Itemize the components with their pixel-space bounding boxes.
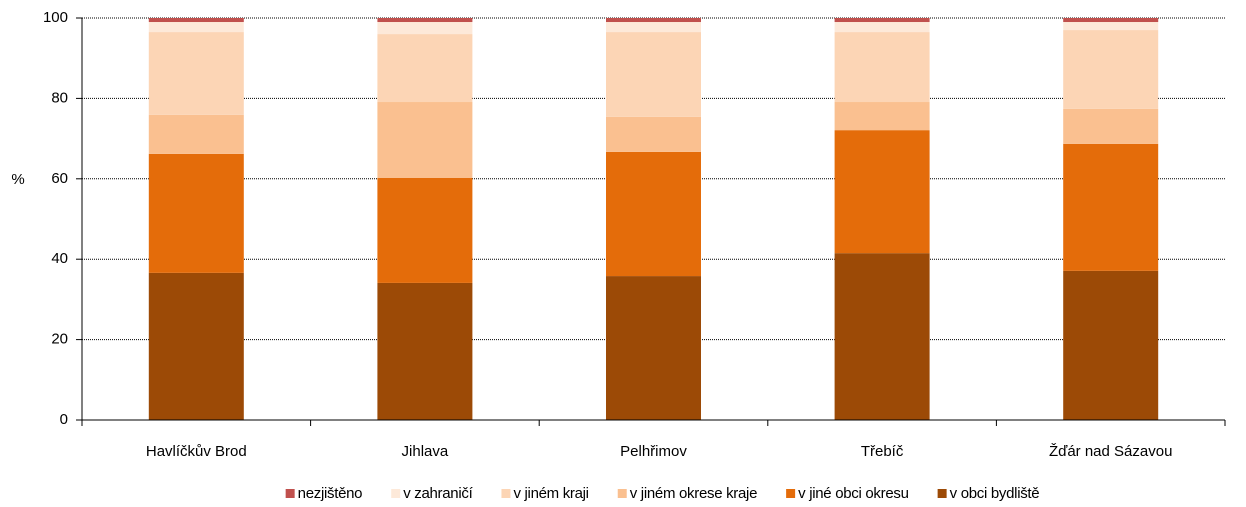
legend-label: nezjištěno [298, 485, 363, 502]
bar-segment [1063, 143, 1159, 271]
bar-segment [377, 282, 473, 420]
legend-swatch [617, 489, 627, 498]
y-tick-label: 80 [51, 89, 68, 106]
x-tick-label: Pelhřimov [620, 443, 687, 460]
x-tick-label: Žďár nad Sázavou [1049, 443, 1172, 460]
legend-label: v jiném kraji [513, 485, 588, 502]
bar-segment [148, 32, 244, 115]
x-tick-label: Jihlava [402, 443, 449, 460]
legend-swatch [501, 489, 511, 498]
legend-swatch [786, 489, 796, 498]
bar-segment [148, 18, 244, 23]
bar-segment [834, 130, 930, 254]
x-tick-label: Havlíčkův Brod [146, 443, 247, 460]
bar-segment [834, 102, 930, 131]
y-tick-label: 60 [51, 170, 68, 187]
bar-segment [148, 114, 244, 154]
bar-segment [377, 22, 473, 35]
bar-segment [1063, 18, 1159, 23]
legend-label: v obci bydliště [950, 485, 1040, 502]
bar-segment [377, 34, 473, 103]
bar-segment [834, 22, 930, 33]
legend-label: v jiné obci okresu [798, 485, 909, 502]
bar-segment [148, 272, 244, 420]
legend-swatch [937, 489, 947, 498]
bar-segment [606, 276, 701, 420]
bar-segment [834, 253, 930, 420]
legend-label: v jiném okrese kraje [630, 485, 757, 502]
bar-segment [1063, 108, 1159, 144]
legend-swatch [285, 489, 295, 498]
bar-segment [377, 177, 473, 283]
bar-segment [1063, 270, 1159, 420]
legend-label: v zahraničí [403, 485, 473, 502]
y-tick-label: 20 [51, 331, 68, 348]
bar-segment [606, 151, 701, 277]
bar-segment [834, 32, 930, 103]
bar-segment [834, 18, 930, 23]
y-tick-label: 40 [51, 250, 68, 267]
y-axis-label: % [11, 171, 24, 188]
bar-segment [377, 102, 473, 178]
bar-segment [1063, 22, 1159, 31]
bar-segment [148, 22, 244, 33]
bar-segment [606, 116, 701, 152]
bar-segment [148, 153, 244, 273]
bar-segment [377, 18, 473, 23]
x-tick-label: Třebíč [861, 443, 904, 460]
y-tick-label: 100 [43, 9, 68, 26]
bar-segment [606, 22, 701, 33]
legend-swatch [391, 489, 401, 498]
bar-segment [606, 32, 701, 117]
y-tick-label: 0 [60, 411, 68, 428]
bar-segment [1063, 30, 1159, 109]
bar-segment [606, 18, 701, 23]
